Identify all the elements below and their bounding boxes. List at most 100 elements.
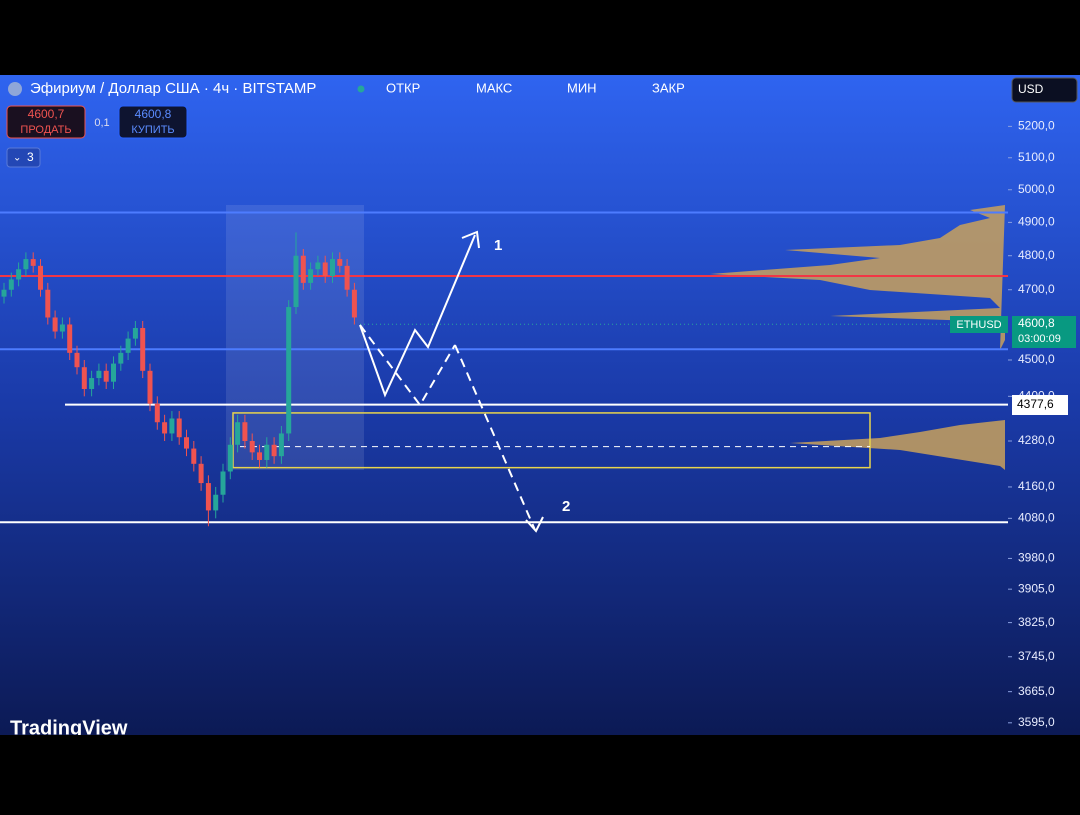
bottom-bar: [0, 735, 1080, 810]
candle-body: [96, 370, 102, 379]
y-tick-label: 4160,0: [1018, 479, 1055, 493]
candle-body: [293, 255, 299, 308]
candle-body: [205, 483, 211, 511]
candle-body: [74, 352, 80, 368]
scenario-label: 1: [494, 237, 502, 254]
sell-label: ПРОДАТЬ: [20, 124, 71, 136]
y-tick-label: 4900,0: [1018, 215, 1055, 229]
candle-body: [81, 367, 87, 389]
candle-body: [344, 265, 350, 290]
candle-body: [59, 324, 65, 332]
buy-label: КУПИТЬ: [131, 124, 174, 136]
y-tick-label: 5000,0: [1018, 182, 1055, 196]
highlight-range: [226, 205, 364, 470]
candle-body: [45, 289, 51, 318]
symbol-tag: [950, 316, 1008, 333]
candle-body: [52, 317, 58, 332]
candle-body: [191, 448, 197, 464]
ohlc-label: МИН: [567, 80, 597, 95]
candle-body: [140, 328, 146, 371]
candle-body: [278, 433, 284, 457]
y-tick-label: 4080,0: [1018, 510, 1055, 524]
spread: 0,1: [94, 117, 109, 129]
candle-body: [154, 403, 160, 423]
y-tick-label: 4800,0: [1018, 248, 1055, 262]
candle-body: [257, 452, 262, 460]
symbol-title[interactable]: Эфириум / Доллар США · 4ч · BITSTAMP: [30, 80, 316, 97]
currency-select[interactable]: [1011, 77, 1078, 103]
candle-body: [16, 269, 22, 280]
candle-body: [249, 440, 255, 453]
y-tick-label: 3745,0: [1018, 649, 1055, 663]
ohlc-label: ЗАКР: [652, 80, 685, 95]
y-tick-label: 3665,0: [1018, 684, 1055, 698]
candle-body: [351, 289, 357, 318]
volume-profile: [710, 205, 1005, 470]
ohlc-label: МАКС: [476, 80, 512, 95]
candle-body: [337, 259, 343, 266]
candle-body: [235, 422, 241, 445]
candle-body: [118, 352, 124, 364]
candle-body: [315, 262, 321, 270]
candle-body: [198, 463, 204, 484]
candle-body: [1, 289, 7, 297]
candle-body: [111, 363, 116, 382]
candle-body: [322, 262, 328, 277]
y-tick-label: 5200,0: [1018, 119, 1055, 133]
buy-price: 4600,8: [135, 107, 172, 121]
candle-body: [38, 265, 43, 290]
candle-body: [103, 370, 109, 382]
candle-body: [67, 324, 73, 353]
candle-body: [330, 259, 335, 277]
candle-body: [169, 418, 175, 434]
candle-body: [227, 444, 233, 472]
status-dot: [357, 85, 365, 93]
y-tick-label: 4700,0: [1018, 282, 1055, 296]
candle-body: [132, 328, 138, 339]
y-tick-label: 5100,0: [1018, 150, 1055, 164]
sell-button[interactable]: [6, 105, 86, 139]
candle-body: [184, 437, 189, 449]
currency: USD: [1018, 82, 1044, 96]
y-tick-label: 3595,0: [1018, 715, 1055, 729]
sell-price: 4600,7: [28, 107, 65, 121]
symbol-tag-text: ETHUSD: [956, 319, 1001, 331]
ohlc-label: ОТКР: [386, 80, 420, 95]
candle-body: [242, 422, 248, 441]
y-tick-label: 4280,0: [1018, 433, 1055, 447]
candle-body: [23, 259, 29, 270]
candle-body: [162, 422, 168, 434]
candle-body: [125, 338, 131, 353]
indicators-toggle[interactable]: [6, 147, 41, 168]
candle-body: [220, 471, 226, 495]
candle-body: [271, 444, 277, 457]
candle-body: [30, 259, 36, 266]
candle-body: [264, 444, 270, 460]
last-price: 4600,8: [1018, 316, 1055, 330]
level-tag-text: 4377,6: [1017, 397, 1054, 411]
y-tick-label: 3905,0: [1018, 581, 1055, 595]
candle-body: [286, 307, 292, 434]
last-price-tag: [1012, 316, 1076, 348]
watermark: TradingView: [10, 717, 128, 739]
y-tick-label: 3980,0: [1018, 551, 1055, 565]
y-tick-label: 3825,0: [1018, 615, 1055, 629]
scenario-arrows: [359, 230, 544, 533]
level-tag: [1012, 395, 1068, 415]
zone-box: [232, 412, 871, 469]
candle-body: [308, 269, 314, 283]
y-tick-label: 4500,0: [1018, 352, 1055, 366]
candle-body: [300, 255, 306, 283]
scenario-label: 2: [562, 498, 570, 515]
chevron: ⌄: [13, 153, 21, 164]
indicators-count: 3: [27, 150, 34, 164]
buy-button[interactable]: [118, 105, 188, 139]
candle-body: [8, 279, 14, 290]
candle-body: [147, 370, 153, 404]
countdown: 03:00:09: [1018, 333, 1061, 345]
candle-body: [89, 378, 95, 389]
symbol-icon: [8, 82, 22, 96]
candle-body: [176, 418, 182, 438]
